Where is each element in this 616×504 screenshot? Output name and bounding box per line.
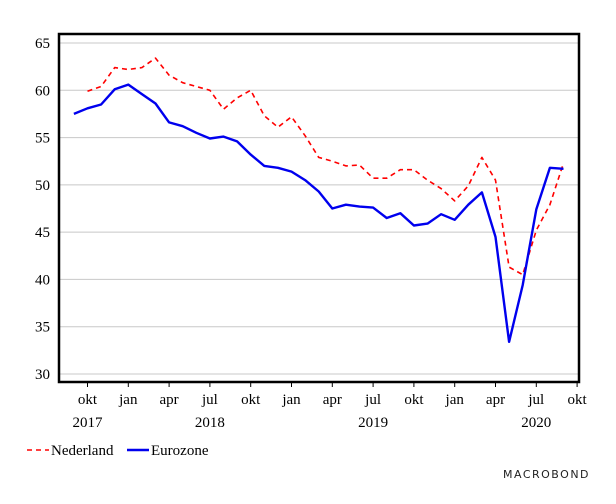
y-tick-label: 55 — [35, 131, 50, 147]
x-tick-label: jul — [364, 392, 381, 408]
series-group — [73, 57, 565, 343]
x-tick-label: jul — [527, 392, 544, 408]
x-year-label: 2017 — [73, 415, 104, 431]
x-year-label: 2018 — [195, 415, 225, 431]
legend: Nederland Eurozone — [27, 443, 209, 459]
grid-lines — [59, 42, 579, 375]
x-tick-label: apr — [486, 392, 505, 408]
x-tick-label: okt — [568, 392, 588, 408]
y-tick-label: 60 — [35, 83, 50, 99]
x-year-label: 2019 — [358, 415, 388, 431]
x-axis-ticks: okt jan apr jul okt jan apr jul okt jan apr jul okt 2… — [73, 382, 588, 431]
y-tick-label: 40 — [35, 272, 50, 288]
legend-label-nederland: Nederland — [51, 443, 114, 459]
x-tick-label: okt — [78, 392, 98, 408]
x-tick-label: apr — [323, 392, 342, 408]
y-axis-ticks: 30 35 40 45 50 55 60 65 — [35, 36, 50, 383]
legend-label-eurozone: Eurozone — [151, 443, 209, 459]
x-tick-label: apr — [160, 392, 179, 408]
x-tick-label: jan — [118, 392, 138, 408]
x-year-label: 2020 — [521, 415, 551, 431]
y-tick-label: 35 — [35, 320, 50, 336]
series-line-eurozone — [73, 83, 564, 343]
y-tick-label: 65 — [35, 36, 50, 52]
y-tick-label: 45 — [35, 225, 50, 241]
y-tick-label: 30 — [35, 367, 50, 383]
x-tick-label: jan — [281, 392, 301, 408]
x-tick-label: jan — [445, 392, 465, 408]
x-tick-label: okt — [241, 392, 261, 408]
x-tick-label: jul — [201, 392, 218, 408]
brand-logo: MACROBOND — [503, 468, 590, 481]
y-tick-label: 50 — [35, 178, 50, 194]
x-tick-label: okt — [404, 392, 424, 408]
plot-frame — [57, 32, 581, 384]
series-line-nederland — [87, 57, 565, 276]
